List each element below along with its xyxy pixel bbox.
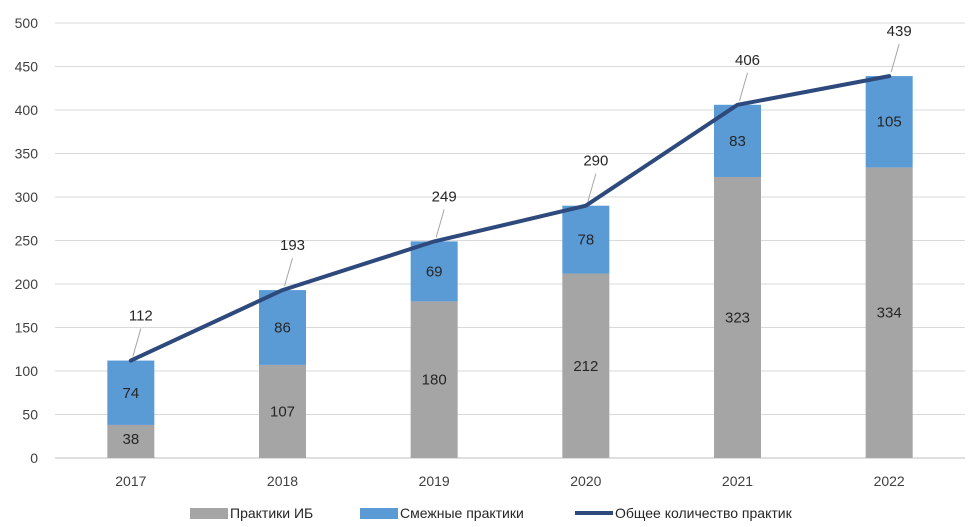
gridlines (55, 22, 965, 459)
total-labels: 112 193 249 290 406 439 (129, 23, 912, 357)
bar-label-related-2022: 105 (877, 114, 902, 131)
total-label-2021: 406 (735, 52, 760, 69)
y-tick-label-150: 150 (15, 320, 39, 336)
bar-labels: 38 74 107 86 180 69 212 78 323 83 334 105 (122, 114, 901, 448)
y-tick-label-100: 100 (15, 363, 39, 379)
bar-ib-2021 (714, 176, 761, 459)
bar-related-2022 (865, 76, 913, 168)
legend: Практики ИБ Смежные практики Общее количес… (190, 505, 793, 521)
y-tick-label-500: 500 (15, 15, 39, 31)
total-leader-2021 (739, 72, 748, 101)
y-tick-label-350: 350 (15, 146, 39, 162)
bar-related-2020 (562, 205, 610, 274)
legend-label-related: Смежные практики (400, 505, 524, 521)
bar-label-ib-2022: 334 (877, 305, 902, 322)
bar-related-2017 (107, 360, 155, 425)
total-leader-2022 (890, 43, 900, 73)
total-leader-2019 (435, 209, 445, 238)
bar-label-ib-2018: 107 (270, 403, 295, 420)
y-tick-label-300: 300 (15, 189, 39, 205)
bar-label-ib-2020: 212 (573, 358, 598, 375)
bar-related-2019 (410, 241, 458, 302)
bar-label-ib-2017: 38 (122, 431, 139, 448)
bar-label-related-2017: 74 (122, 385, 139, 402)
y-tick-label-50: 50 (22, 407, 38, 423)
total-leader-2020 (587, 173, 597, 202)
y-tick-label-0: 0 (30, 450, 38, 466)
bar-label-ib-2021: 323 (725, 309, 750, 326)
total-label-2017: 112 (129, 308, 153, 325)
bars (107, 76, 913, 459)
bar-label-ib-2019: 180 (422, 372, 447, 389)
bar-ib-2019 (410, 301, 458, 458)
x-axis-ticks: 2017 2018 2019 2020 2021 2022 (115, 473, 905, 489)
total-line-path (128, 74, 892, 363)
legend-swatch-related (360, 508, 398, 519)
total-line (128, 74, 892, 363)
legend-swatch-ib (190, 508, 228, 519)
y-tick-label-450: 450 (15, 59, 39, 75)
x-tick-label-2018: 2018 (267, 473, 298, 489)
legend-label-total: Общее количество практик (615, 505, 793, 521)
y-tick-label-250: 250 (15, 233, 39, 249)
total-label-2018: 193 (280, 237, 305, 254)
total-leader-2018 (284, 257, 293, 287)
legend-label-ib: Практики ИБ (230, 505, 313, 521)
x-tick-label-2019: 2019 (419, 473, 450, 489)
x-tick-label-2017: 2017 (115, 473, 146, 489)
y-tick-label-200: 200 (15, 276, 39, 292)
y-axis-ticks: 0 50 100 150 200 250 300 350 400 450 500 (15, 15, 39, 466)
bar-ib-2022 (865, 167, 913, 459)
bar-label-related-2019: 69 (426, 263, 443, 280)
bar-label-related-2018: 86 (274, 320, 291, 337)
bar-label-related-2021: 83 (729, 133, 746, 150)
y-tick-label-400: 400 (15, 102, 39, 118)
total-label-2019: 249 (432, 188, 457, 205)
bar-ib-2018 (259, 364, 306, 458)
bar-related-2018 (259, 290, 306, 365)
total-label-2022: 439 (887, 23, 912, 40)
bar-label-related-2020: 78 (577, 232, 594, 249)
bar-ib-2017 (107, 424, 155, 458)
total-leader-2017 (132, 328, 142, 357)
x-tick-label-2020: 2020 (570, 473, 601, 489)
total-label-2020: 290 (583, 153, 608, 170)
x-tick-label-2021: 2021 (722, 473, 753, 489)
x-tick-label-2022: 2022 (874, 473, 905, 489)
bar-ib-2020 (562, 273, 610, 458)
